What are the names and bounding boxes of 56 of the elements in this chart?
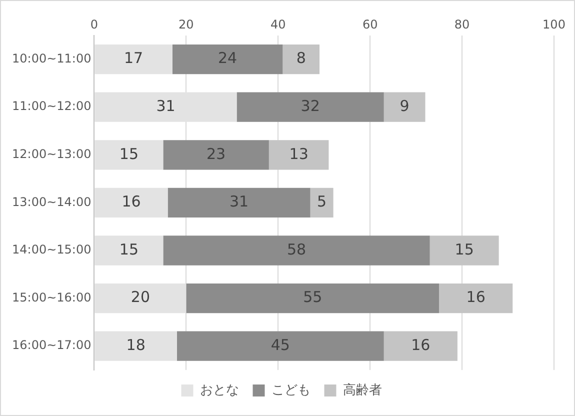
bar (439, 283, 513, 314)
data-label: 17 (124, 49, 144, 68)
data-label: 31 (230, 192, 249, 211)
data-label: 15 (119, 144, 138, 163)
bar (172, 44, 283, 74)
y-tick-label: 11:00~12:00 (12, 99, 92, 114)
bar (168, 188, 310, 218)
bar (384, 331, 458, 361)
legend-label: おとな (200, 382, 239, 398)
data-label: 5 (317, 192, 327, 211)
data-label: 45 (270, 336, 290, 354)
x-tick-label: 40 (270, 17, 286, 32)
y-tick-label: 13:00~14:00 (12, 194, 92, 209)
bar (186, 283, 440, 314)
data-label: 16 (411, 336, 430, 354)
y-tick-label: 12:00~13:00 (12, 147, 92, 162)
legend-label: 高齢者 (342, 382, 382, 398)
x-tick-label: 60 (362, 17, 378, 32)
data-label: 8 (296, 49, 306, 68)
y-tick-label: 15:00~16:00 (12, 290, 92, 304)
x-tick-label: 100 (542, 17, 566, 32)
data-label: 58 (286, 240, 306, 258)
x-tick-label: 0 (90, 17, 98, 32)
bar (236, 92, 384, 122)
bar (163, 140, 269, 170)
bar (282, 44, 320, 74)
y-tick-label: 14:00~15:00 (12, 242, 92, 257)
data-label: 13 (289, 144, 308, 163)
bar (94, 331, 177, 361)
bar (176, 331, 384, 361)
bar (94, 188, 168, 218)
bar (310, 188, 334, 218)
bar (268, 140, 329, 170)
data-label: 15 (119, 240, 138, 258)
data-label: 55 (303, 288, 322, 306)
x-tick-label: 80 (454, 17, 470, 32)
bar (94, 236, 164, 266)
data-label: 16 (122, 192, 141, 211)
bar (430, 236, 499, 266)
data-label: 9 (400, 96, 410, 115)
bar (94, 140, 164, 170)
data-label: 23 (206, 144, 226, 163)
x-tick-label: 20 (178, 17, 194, 32)
data-label: 24 (218, 49, 238, 68)
data-label: 16 (466, 288, 486, 306)
data-label: 15 (454, 240, 474, 258)
data-label: 32 (300, 96, 320, 115)
bar (94, 44, 172, 74)
data-label: 20 (130, 288, 150, 306)
bar (384, 92, 426, 122)
y-tick-label: 10:00~11:00 (12, 51, 92, 66)
y-tick-label: 16:00~17:00 (12, 338, 92, 352)
data-label: 18 (126, 336, 146, 354)
legend-label: こども (271, 382, 310, 398)
data-label: 31 (156, 96, 176, 115)
bar (163, 236, 430, 266)
